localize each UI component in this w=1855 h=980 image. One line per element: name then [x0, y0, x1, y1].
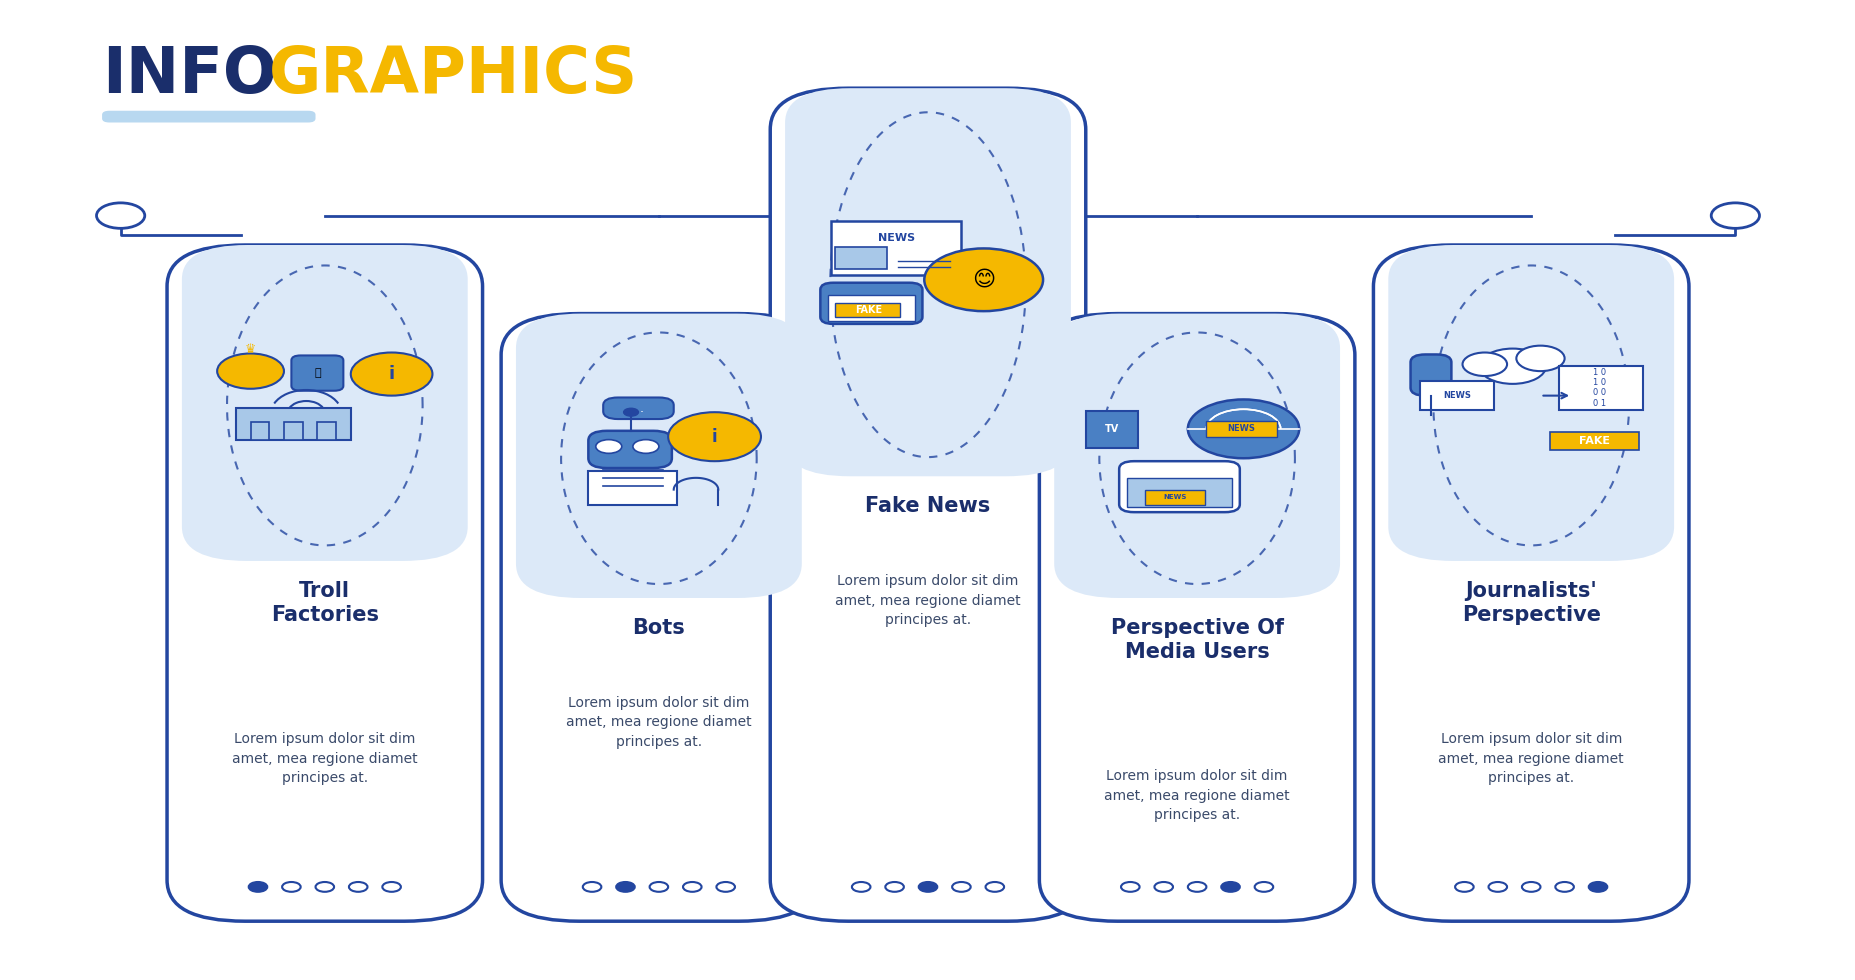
Text: Lorem ipsum dolor sit dim
amet, mea regione diamet
principes at.: Lorem ipsum dolor sit dim amet, mea regi…	[232, 732, 417, 785]
FancyBboxPatch shape	[317, 422, 336, 440]
Circle shape	[633, 440, 659, 454]
Text: Lorem ipsum dolor sit dim
amet, mea regione diamet
principes at.: Lorem ipsum dolor sit dim amet, mea regi…	[1104, 769, 1289, 822]
Circle shape	[985, 882, 1004, 892]
Circle shape	[217, 354, 284, 389]
Circle shape	[683, 882, 701, 892]
Circle shape	[1221, 882, 1239, 892]
Circle shape	[918, 882, 937, 892]
FancyBboxPatch shape	[770, 88, 1085, 921]
FancyBboxPatch shape	[1373, 245, 1688, 921]
Text: Bots: Bots	[633, 617, 684, 638]
Circle shape	[282, 882, 301, 892]
FancyBboxPatch shape	[1119, 462, 1239, 513]
Text: 😊: 😊	[972, 270, 994, 290]
Circle shape	[1554, 882, 1573, 892]
FancyBboxPatch shape	[827, 295, 915, 320]
FancyBboxPatch shape	[1419, 381, 1493, 411]
FancyBboxPatch shape	[1549, 432, 1638, 450]
FancyBboxPatch shape	[1145, 490, 1204, 506]
FancyBboxPatch shape	[1126, 478, 1232, 508]
Circle shape	[595, 440, 621, 454]
Text: Fake News: Fake News	[864, 496, 991, 515]
Text: Lorem ipsum dolor sit dim
amet, mea regione diamet
principes at.: Lorem ipsum dolor sit dim amet, mea regi…	[835, 574, 1020, 627]
Text: ...: ...	[633, 402, 644, 415]
Circle shape	[1516, 346, 1564, 371]
Circle shape	[1254, 882, 1273, 892]
Circle shape	[616, 882, 634, 892]
FancyBboxPatch shape	[291, 356, 343, 391]
FancyBboxPatch shape	[501, 314, 816, 921]
FancyBboxPatch shape	[835, 247, 887, 269]
Text: FAKE: FAKE	[1579, 436, 1608, 446]
FancyBboxPatch shape	[820, 282, 922, 323]
FancyBboxPatch shape	[236, 409, 351, 440]
Circle shape	[1120, 882, 1139, 892]
Text: Lorem ipsum dolor sit dim
amet, mea regione diamet
principes at.: Lorem ipsum dolor sit dim amet, mea regi…	[566, 696, 751, 749]
Circle shape	[315, 882, 334, 892]
Circle shape	[349, 882, 367, 892]
FancyBboxPatch shape	[588, 431, 672, 468]
Circle shape	[851, 882, 870, 892]
FancyBboxPatch shape	[1206, 421, 1276, 437]
Circle shape	[952, 882, 970, 892]
Text: TV: TV	[1104, 423, 1119, 434]
Text: Perspective Of
Media Users: Perspective Of Media Users	[1109, 617, 1284, 662]
FancyBboxPatch shape	[250, 422, 269, 440]
FancyBboxPatch shape	[603, 398, 673, 419]
Text: i: i	[710, 427, 718, 446]
FancyBboxPatch shape	[1410, 355, 1451, 396]
Circle shape	[582, 882, 601, 892]
Text: ♛: ♛	[245, 343, 256, 356]
FancyBboxPatch shape	[588, 471, 677, 506]
FancyBboxPatch shape	[167, 245, 482, 921]
Text: INFO: INFO	[102, 44, 276, 106]
FancyBboxPatch shape	[785, 88, 1070, 476]
FancyBboxPatch shape	[835, 303, 900, 317]
Text: Lorem ipsum dolor sit dim
amet, mea regione diamet
principes at.: Lorem ipsum dolor sit dim amet, mea regi…	[1438, 732, 1623, 785]
Circle shape	[96, 203, 145, 228]
Circle shape	[1588, 882, 1606, 892]
Circle shape	[1454, 882, 1473, 892]
Circle shape	[885, 882, 903, 892]
Circle shape	[1478, 349, 1545, 384]
FancyBboxPatch shape	[516, 314, 801, 598]
FancyBboxPatch shape	[1039, 314, 1354, 921]
Circle shape	[1521, 882, 1540, 892]
FancyBboxPatch shape	[1558, 367, 1642, 411]
Circle shape	[1488, 882, 1506, 892]
Circle shape	[249, 882, 267, 892]
Circle shape	[382, 882, 401, 892]
Circle shape	[1710, 203, 1759, 228]
FancyBboxPatch shape	[102, 111, 315, 122]
Text: NEWS: NEWS	[1163, 495, 1185, 501]
Text: NEWS: NEWS	[1441, 391, 1471, 400]
Circle shape	[649, 882, 668, 892]
Circle shape	[1187, 400, 1298, 459]
Circle shape	[716, 882, 735, 892]
FancyBboxPatch shape	[831, 220, 961, 274]
Text: NEWS: NEWS	[877, 232, 915, 243]
Circle shape	[1462, 353, 1506, 376]
Text: 📱: 📱	[313, 368, 321, 378]
Circle shape	[351, 353, 432, 396]
Circle shape	[668, 413, 761, 462]
Circle shape	[623, 409, 638, 416]
FancyBboxPatch shape	[284, 422, 302, 440]
Text: NEWS: NEWS	[1226, 424, 1256, 433]
Text: 1 0
1 0
0 0
0 1: 1 0 1 0 0 0 0 1	[1592, 368, 1606, 408]
Circle shape	[924, 248, 1043, 311]
Text: FAKE: FAKE	[855, 305, 881, 316]
FancyBboxPatch shape	[1054, 314, 1339, 598]
Circle shape	[1154, 882, 1172, 892]
Text: Journalists'
Perspective: Journalists' Perspective	[1462, 580, 1599, 625]
Circle shape	[1187, 882, 1206, 892]
Text: i: i	[388, 366, 395, 383]
Text: GRAPHICS: GRAPHICS	[269, 44, 638, 106]
Text: Troll
Factories: Troll Factories	[271, 580, 378, 625]
FancyBboxPatch shape	[1085, 412, 1137, 449]
FancyBboxPatch shape	[1388, 245, 1673, 561]
FancyBboxPatch shape	[182, 245, 467, 561]
